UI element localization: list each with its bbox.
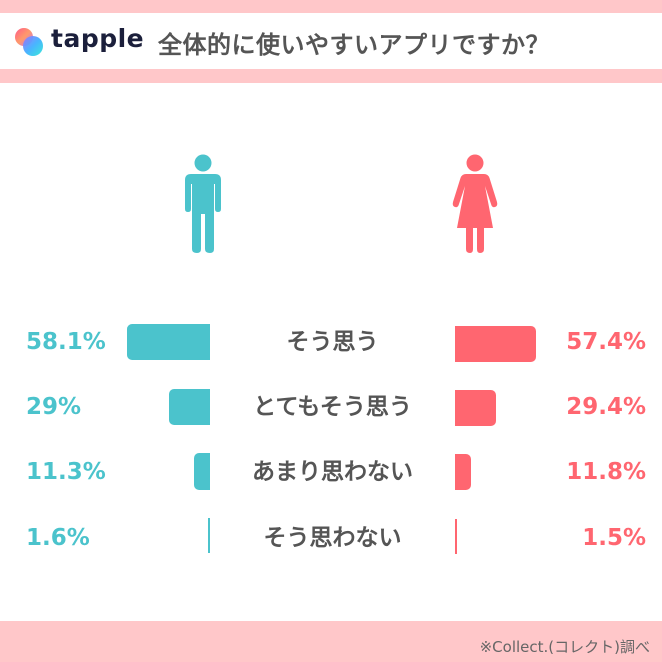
source-note: ※Collect.(コレクト)調べ [479,638,650,656]
logo-text: tapple [51,24,145,53]
female-pct-row-1: 57.4% [566,329,646,355]
page-title: 全体的に使いやすいアプリですか？ [158,31,550,59]
tapple-logo-icon [15,28,43,56]
male-bar-row-3 [194,453,210,490]
footer-band [0,621,662,662]
male-pct-row-3: 11.3% [26,459,106,485]
male-pct-row-1: 58.1% [26,329,106,355]
top-band [0,0,662,13]
male-bar-row-4 [208,518,210,553]
male-pct-row-4: 1.6% [26,525,90,551]
male-pct-row-2: 29% [26,394,82,420]
female-pct-row-2: 29.4% [566,394,646,420]
female-pct-row-4: 1.5% [582,525,646,551]
category-label-row-1: そう思う [286,329,379,355]
female-pct-row-3: 11.8% [566,459,646,485]
female-bar-row-4 [455,519,457,554]
header-divider-band [0,69,662,83]
female-bar-row-3 [455,454,471,490]
female-figure-icon [452,154,498,253]
male-bar-row-1 [127,324,210,360]
female-bar-row-2 [455,390,496,426]
male-bar-row-2 [169,389,210,425]
category-label-row-3: あまり思わない [252,459,413,485]
category-label-row-2: とてもそう思う [253,394,412,420]
header: tapple 全体的に使いやすいアプリですか？ [0,13,662,69]
female-bar-row-1 [455,326,536,362]
male-figure-icon [185,154,221,253]
category-label-row-4: そう思わない [263,525,402,551]
